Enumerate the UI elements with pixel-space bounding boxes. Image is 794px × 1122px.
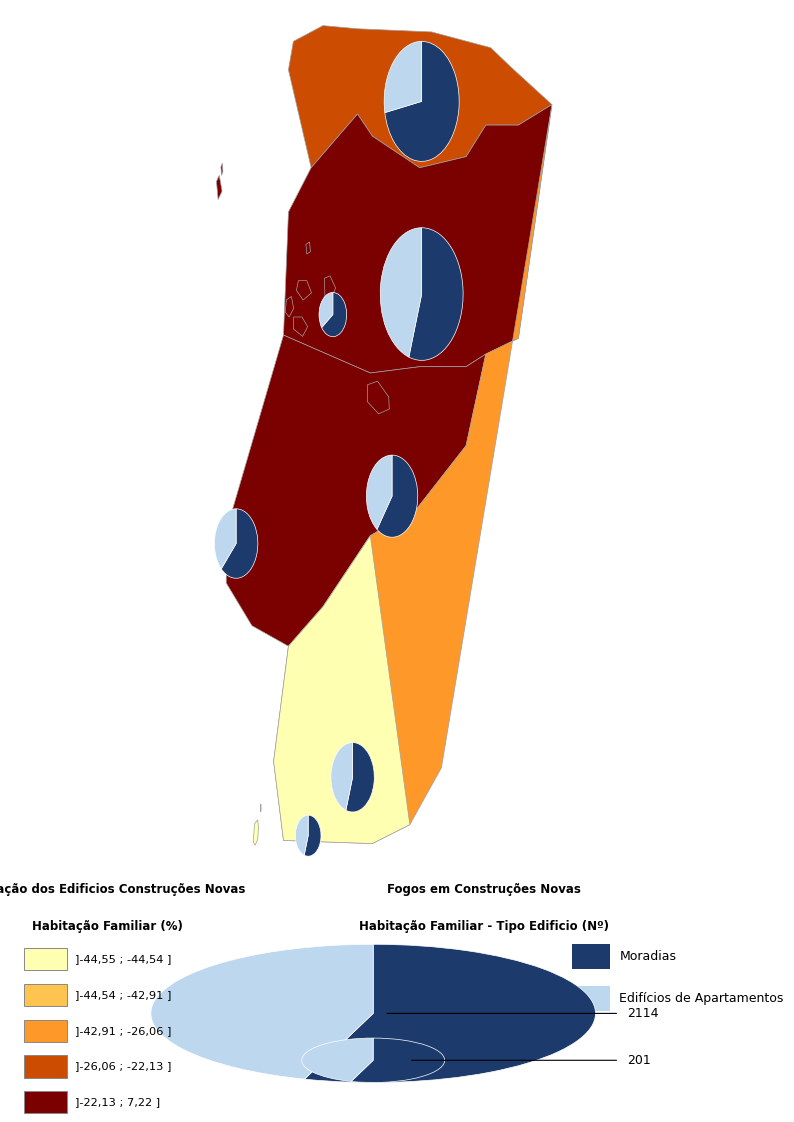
Polygon shape: [368, 381, 389, 414]
Text: ]-44,54 ; -42,91 ]: ]-44,54 ; -42,91 ]: [75, 990, 172, 1000]
FancyBboxPatch shape: [572, 945, 610, 969]
Wedge shape: [304, 816, 321, 856]
Polygon shape: [306, 242, 310, 254]
Wedge shape: [222, 508, 258, 578]
Wedge shape: [322, 293, 347, 337]
Polygon shape: [296, 280, 311, 300]
Wedge shape: [380, 228, 422, 357]
Polygon shape: [283, 104, 552, 373]
Wedge shape: [214, 508, 236, 569]
Text: Moradias: Moradias: [619, 950, 676, 963]
FancyBboxPatch shape: [24, 1020, 67, 1041]
Wedge shape: [377, 456, 418, 537]
Polygon shape: [253, 820, 259, 845]
FancyBboxPatch shape: [24, 1091, 67, 1113]
Wedge shape: [302, 1038, 373, 1082]
Text: Habitação Familiar (%): Habitação Familiar (%): [32, 920, 183, 932]
Text: ]-26,06 ; -22,13 ]: ]-26,06 ; -22,13 ]: [75, 1061, 172, 1072]
Polygon shape: [285, 296, 294, 318]
Text: ]-42,91 ; -26,06 ]: ]-42,91 ; -26,06 ]: [75, 1026, 172, 1036]
Polygon shape: [274, 535, 410, 844]
Wedge shape: [346, 743, 374, 812]
Text: Edifícios de Apartamentos: Edifícios de Apartamentos: [619, 992, 784, 1005]
FancyBboxPatch shape: [572, 986, 610, 1011]
Wedge shape: [331, 743, 353, 810]
Text: ]-44,55 ; -44,54 ]: ]-44,55 ; -44,54 ]: [75, 954, 172, 964]
Wedge shape: [304, 945, 596, 1083]
Wedge shape: [409, 228, 463, 360]
Wedge shape: [319, 293, 333, 328]
Wedge shape: [385, 42, 459, 162]
Wedge shape: [384, 42, 422, 112]
Polygon shape: [274, 104, 552, 844]
Text: Variação dos Edificios Construções Novas: Variação dos Edificios Construções Novas: [0, 883, 245, 895]
Text: ]-22,13 ; 7,22 ]: ]-22,13 ; 7,22 ]: [75, 1097, 160, 1107]
Polygon shape: [221, 163, 223, 175]
Polygon shape: [217, 175, 222, 200]
Wedge shape: [151, 945, 373, 1079]
Polygon shape: [387, 496, 395, 512]
Wedge shape: [366, 456, 392, 530]
Text: Fogos em Construções Novas: Fogos em Construções Novas: [387, 883, 581, 895]
FancyBboxPatch shape: [24, 1056, 67, 1077]
Text: Habitação Familiar - Tipo Edificio (Nº): Habitação Familiar - Tipo Edificio (Nº): [360, 920, 609, 932]
Text: 201: 201: [627, 1054, 651, 1067]
FancyBboxPatch shape: [24, 984, 67, 1006]
Polygon shape: [325, 276, 336, 300]
Wedge shape: [295, 816, 308, 855]
Text: 2114: 2114: [627, 1006, 659, 1020]
FancyBboxPatch shape: [24, 948, 67, 971]
Polygon shape: [294, 318, 307, 337]
Wedge shape: [351, 1038, 445, 1083]
Polygon shape: [226, 335, 486, 646]
Polygon shape: [288, 26, 552, 167]
